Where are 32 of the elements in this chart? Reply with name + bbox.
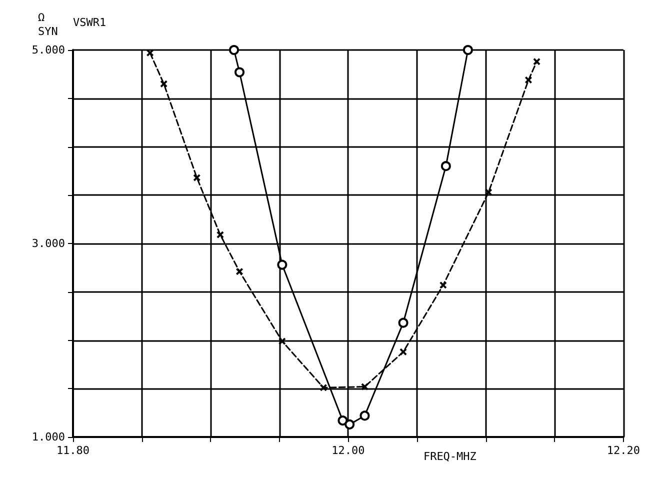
point: [278, 338, 286, 345]
point: [193, 174, 200, 182]
point: [277, 260, 288, 270]
point: [361, 383, 368, 390]
text: Ω: [38, 11, 45, 24]
point: [360, 410, 370, 421]
point: [398, 318, 408, 328]
x-tick-label: 12.00: [332, 444, 365, 457]
point: [524, 76, 532, 84]
point: [400, 348, 407, 356]
y-axis-title: VSWR1: [73, 16, 106, 29]
point: [462, 45, 473, 55]
point: [440, 282, 447, 289]
point: [440, 161, 451, 172]
y-tick-label: 1.000: [32, 430, 65, 444]
point: [146, 49, 154, 56]
point: [229, 45, 240, 55]
point: [344, 419, 355, 430]
point: [533, 58, 540, 66]
point: [160, 80, 168, 88]
point: [338, 416, 348, 426]
y-tick-label: 3.000: [32, 237, 65, 250]
text: SYN: [38, 25, 58, 38]
point: [234, 67, 245, 78]
point: [485, 188, 492, 196]
x-tick-label: 12.20: [606, 444, 640, 457]
x-axis-title: FREQ-MHZ: [423, 450, 477, 463]
point: [236, 268, 244, 276]
point: [320, 384, 327, 392]
x-tick-label: 11.80: [56, 444, 90, 457]
y-tick-label: 5.000: [32, 44, 65, 56]
point: [216, 231, 224, 238]
